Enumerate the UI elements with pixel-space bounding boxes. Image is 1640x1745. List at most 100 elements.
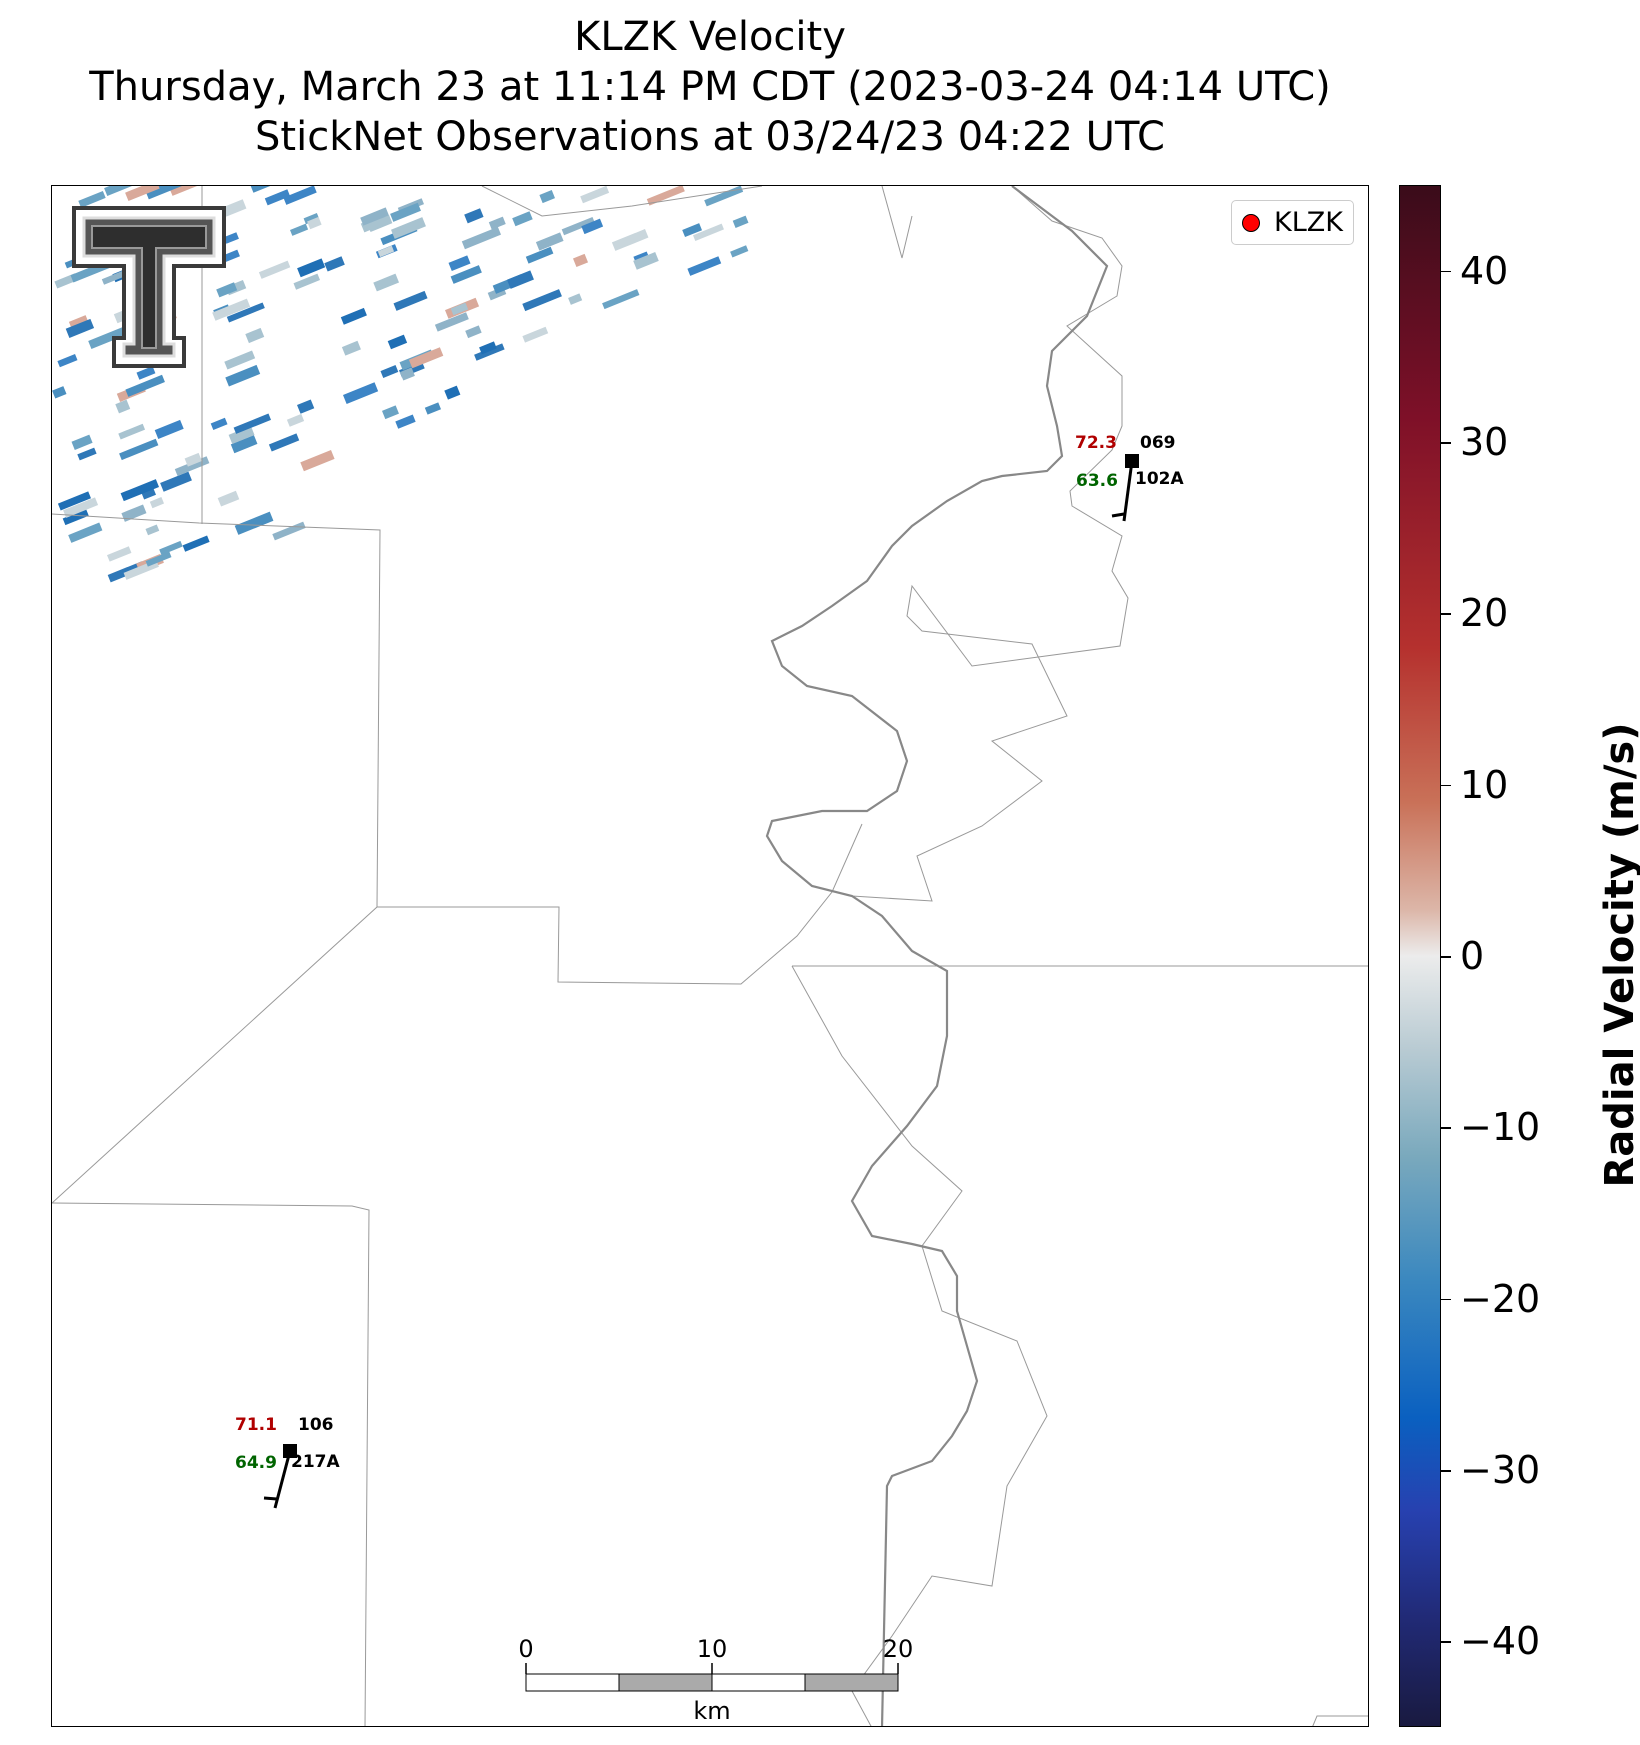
radar-gate	[580, 186, 610, 204]
colorbar-tick	[1441, 270, 1451, 273]
radar-gate	[228, 425, 255, 444]
radar-gate	[250, 186, 284, 193]
station-pressure: 106	[298, 1415, 334, 1435]
radar-gate	[169, 186, 210, 196]
radar-gate	[602, 289, 640, 310]
radar-gate	[77, 447, 97, 461]
radar-gate	[464, 208, 484, 224]
map-canvas: 72.3 069 63.6 102A 71.1 106 64.9 217A	[52, 186, 1368, 1726]
radar-gate	[225, 364, 261, 387]
radar-gate	[341, 340, 361, 356]
radar-gate	[340, 307, 367, 325]
station-id: 217A	[291, 1452, 340, 1472]
radar-gate	[65, 318, 95, 338]
radar-gate	[522, 326, 549, 343]
radar-gate	[245, 327, 265, 344]
wind-barb	[273, 1450, 292, 1509]
radar-gate	[390, 202, 421, 222]
radar-gate	[272, 521, 306, 541]
radar-gate	[283, 186, 317, 205]
radar-gate	[212, 298, 251, 321]
radar-gate	[434, 312, 469, 332]
scale-seg	[804, 1673, 899, 1692]
radar-gate	[507, 270, 534, 289]
title-line-2: Thursday, March 23 at 11:14 PM CDT (2023…	[89, 64, 1331, 110]
radar-gate	[633, 252, 659, 270]
radar-gate	[57, 491, 91, 511]
radar-gate	[297, 258, 326, 278]
station-temp: 71.1	[235, 1415, 277, 1435]
radar-gate	[732, 215, 749, 228]
radar-gate	[118, 423, 146, 440]
colorbar-tick-label: −30	[1460, 1448, 1541, 1492]
radar-gate	[258, 260, 291, 279]
colorbar-tick-label: −20	[1460, 1276, 1541, 1321]
radar-gate	[104, 186, 139, 196]
logo-highlight	[91, 225, 207, 349]
radar-gate	[217, 490, 240, 507]
colorbar-tick	[1441, 1127, 1451, 1129]
radar-gate	[136, 366, 156, 380]
radar-gate	[184, 452, 202, 467]
colorbar-tick	[1441, 1470, 1451, 1472]
radar-gate	[125, 374, 165, 397]
radar-gate	[216, 282, 238, 298]
radar-gate	[692, 223, 724, 241]
station-dewpoint: 64.9	[235, 1453, 277, 1473]
radar-gate	[561, 216, 595, 236]
scale-bar: 0 10 20 km	[518, 1635, 913, 1725]
radar-gate	[63, 497, 99, 518]
radar-gate	[223, 232, 239, 244]
title-line-1: KLZK Velocity	[574, 14, 846, 60]
scale-seg	[711, 1673, 806, 1692]
radar-gate	[408, 347, 444, 369]
radar-gate	[512, 211, 533, 227]
radar-map[interactable]: 72.3 069 63.6 102A 71.1 106 64.9 217A	[51, 185, 1369, 1727]
radar-gate	[391, 217, 426, 239]
radar-gate	[479, 341, 497, 355]
radar-gate	[125, 186, 160, 202]
map-legend: KLZK	[1231, 200, 1354, 245]
county-border	[881, 186, 913, 259]
radar-gate	[450, 265, 482, 284]
legend-label: KLZK	[1274, 207, 1343, 238]
radar-gate	[488, 216, 506, 230]
radar-gate	[68, 315, 89, 329]
radar-gate	[78, 190, 106, 208]
radar-gate	[377, 245, 395, 258]
radar-gate	[393, 290, 428, 311]
radar-gate	[264, 189, 291, 206]
radar-gate	[62, 509, 89, 526]
radar-gate	[399, 367, 415, 381]
radar-gate	[88, 326, 129, 349]
radar-gate	[687, 256, 722, 276]
radar-gate	[682, 223, 703, 238]
station-plot-217a[interactable]: 71.1 106 64.9 217A	[235, 1415, 340, 1509]
radar-gate	[704, 186, 744, 207]
scale-label: 20	[883, 1635, 914, 1663]
radar-gate	[461, 226, 502, 250]
radar-gate	[611, 229, 649, 251]
radar-gate	[581, 218, 604, 235]
radar-gate	[300, 450, 335, 472]
radar-gate	[52, 386, 67, 399]
radar-gate	[145, 524, 160, 536]
radar-gate	[381, 405, 399, 420]
colorbar-tick	[1441, 442, 1451, 444]
station-plot-102a[interactable]: 72.3 069 63.6 102A	[1075, 433, 1184, 522]
radar-gate	[71, 434, 93, 450]
title-block: KLZK Velocity Thursday, March 23 at 11:1…	[0, 12, 1420, 162]
velocity-colorbar	[1399, 185, 1441, 1727]
scale-label: 10	[697, 1635, 728, 1663]
county-border	[1312, 1715, 1368, 1726]
county-border	[377, 823, 863, 985]
radar-gate	[160, 471, 192, 492]
wind-barb-flag	[263, 1496, 278, 1501]
radar-gate	[360, 207, 389, 226]
title-line-3: StickNet Observations at 03/24/23 04:22 …	[255, 114, 1165, 160]
river	[765, 186, 1109, 1726]
colorbar-tick	[1441, 956, 1451, 958]
radar-gate	[233, 413, 272, 434]
colorbar-tick-label: −10	[1460, 1105, 1541, 1150]
radar-gate	[141, 487, 157, 500]
